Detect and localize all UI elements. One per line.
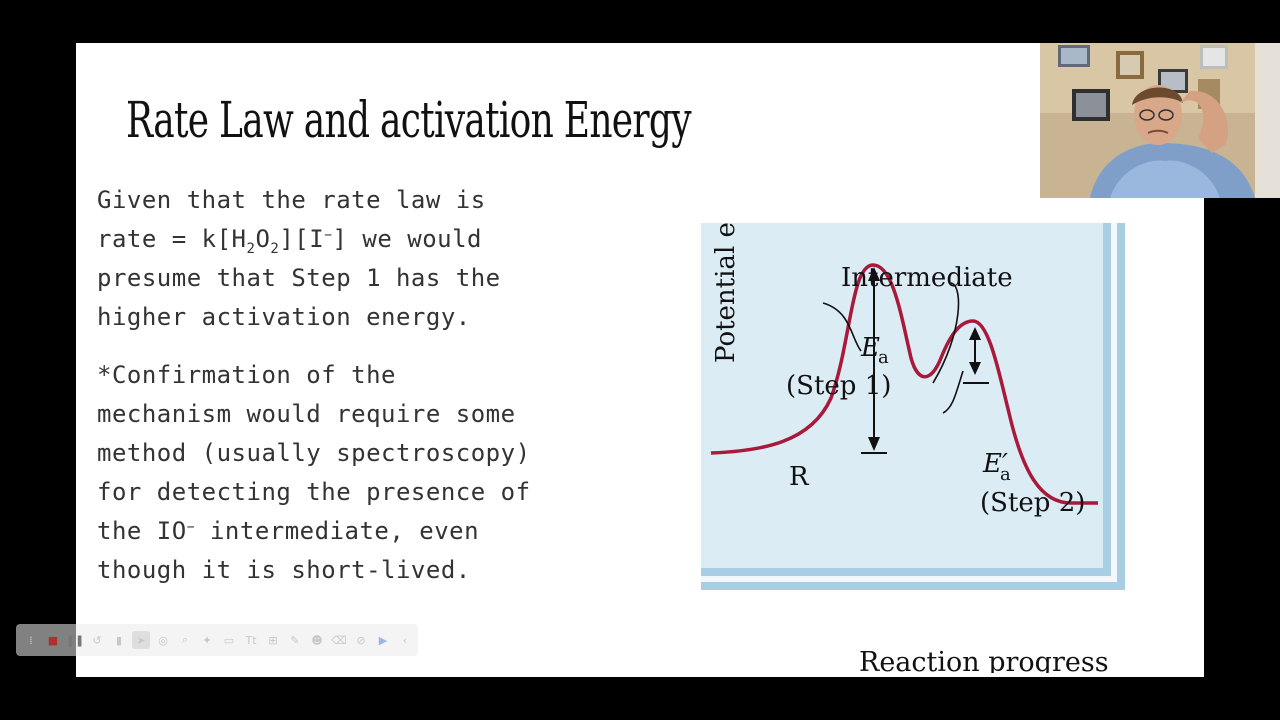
intermediate-leader	[932, 282, 960, 384]
label-ea2-symbol: E′	[982, 449, 1008, 479]
person-video-feed-icon	[1040, 43, 1280, 198]
grid-icon[interactable]: ⊞	[268, 633, 278, 647]
text-line: *Confirmation of the	[97, 361, 396, 389]
ea2-leader	[942, 370, 964, 414]
camera-icon[interactable]: ▶	[378, 633, 388, 647]
label-ea2-sub: a	[1000, 464, 1011, 485]
slide: Rate Law and activation Energy Given tha…	[76, 43, 1204, 677]
ea-leader	[822, 302, 862, 352]
laser-icon[interactable]: ◎	[158, 633, 168, 647]
slide-title: Rate Law and activation Energy	[126, 91, 692, 149]
arrowhead-up	[969, 327, 981, 340]
webcam-feed[interactable]	[1040, 43, 1280, 198]
label-ea-symbol: E	[860, 333, 880, 363]
energy-curve	[710, 263, 1098, 505]
label-reactant: R	[789, 462, 810, 492]
label-ea-sub: a	[878, 347, 889, 368]
hide-icon[interactable]: ⊘	[356, 633, 366, 647]
text-icon[interactable]: Tt	[245, 633, 257, 647]
paragraph-rate-law: Given that the rate law is rate = k[H2O2…	[97, 181, 617, 337]
eraser-icon[interactable]: ⌫	[331, 633, 347, 647]
superscript: −	[324, 228, 333, 243]
arrowhead-down	[969, 362, 981, 375]
text-fragment: ][I	[279, 225, 325, 253]
energy-diagram: Intermediate E a (Step 1) E′ a (Step 2) …	[701, 223, 1125, 673]
trash-icon[interactable]: ▮	[115, 633, 123, 647]
text-line: the IO	[97, 517, 187, 545]
subscript: 2	[246, 241, 256, 257]
text-line: rate = k[H	[97, 225, 247, 253]
text-fragment: O	[255, 225, 271, 253]
arrowhead-up	[868, 267, 880, 281]
drag-handle-icon[interactable]: ⁞	[29, 633, 33, 647]
spotlight-icon[interactable]: ✦	[202, 633, 212, 647]
subscript: 2	[270, 241, 280, 257]
text-line: Given that the rate law is	[97, 186, 486, 214]
presentation-toolbar: ⁞ ■ ❚❚ ↺ ▮ ➤ ◎ ⌕ ✦ ▭ Tt ⊞ ✎ ☻ ⌫ ⊘ ▶ ‹	[16, 624, 418, 656]
collapse-icon[interactable]: ‹	[402, 633, 408, 647]
label-step1: (Step 1)	[786, 371, 891, 401]
superscript: −	[186, 520, 196, 535]
comment-icon[interactable]: ▭	[223, 633, 235, 647]
text-line: higher activation energy.	[97, 303, 471, 331]
text-fragment: intermediate, even	[195, 517, 480, 545]
x-axis-label: Reaction progress	[859, 647, 1109, 673]
text-line: for detecting the presence of	[97, 478, 531, 506]
arrowhead-down	[868, 437, 880, 451]
cursor-icon[interactable]: ➤	[132, 631, 150, 649]
paragraph-confirmation: *Confirmation of the mechanism would req…	[97, 356, 617, 590]
y-axis-label: Potential energy	[711, 223, 741, 363]
undo-icon[interactable]: ↺	[92, 633, 102, 647]
text-line: though it is short-lived.	[97, 556, 471, 584]
text-line: method (usually spectroscopy)	[97, 439, 531, 467]
pause-icon[interactable]: ❚❚	[65, 633, 85, 647]
text-fragment: ] we would	[332, 225, 483, 253]
label-step2: (Step 2)	[980, 488, 1085, 518]
stop-icon[interactable]: ■	[47, 633, 59, 647]
slide-body: Given that the rate law is rate = k[H2O2…	[97, 181, 617, 609]
text-line: presume that Step 1 has the	[97, 264, 501, 292]
zoom-icon[interactable]: ⌕	[181, 633, 189, 646]
emoji-icon[interactable]: ☻	[311, 633, 323, 647]
text-line: mechanism would require some	[97, 400, 516, 428]
label-intermediate: Intermediate	[841, 263, 1013, 293]
diagram-panel	[701, 223, 1103, 568]
pen-icon[interactable]: ✎	[290, 633, 300, 647]
